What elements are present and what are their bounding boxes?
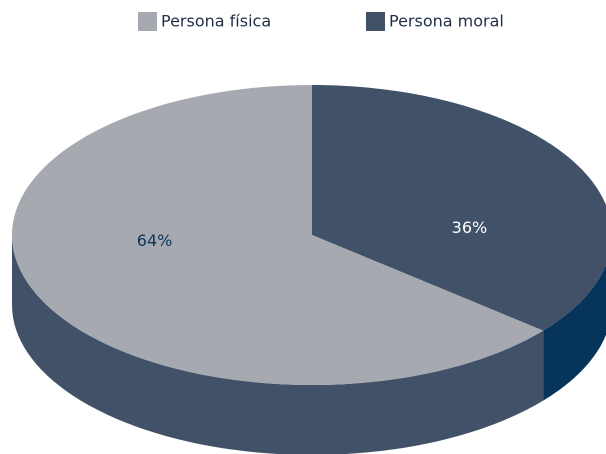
slice (312, 85, 606, 331)
data-label: 36% (452, 218, 488, 237)
slice-side (12, 235, 544, 454)
legend-label: Persona moral (389, 12, 504, 31)
data-label: 64% (137, 231, 173, 250)
slice-side (543, 264, 606, 401)
legend-swatch (366, 12, 385, 31)
legend-label: Persona física (161, 12, 271, 31)
legend-swatch (138, 12, 157, 31)
slice (12, 85, 544, 385)
